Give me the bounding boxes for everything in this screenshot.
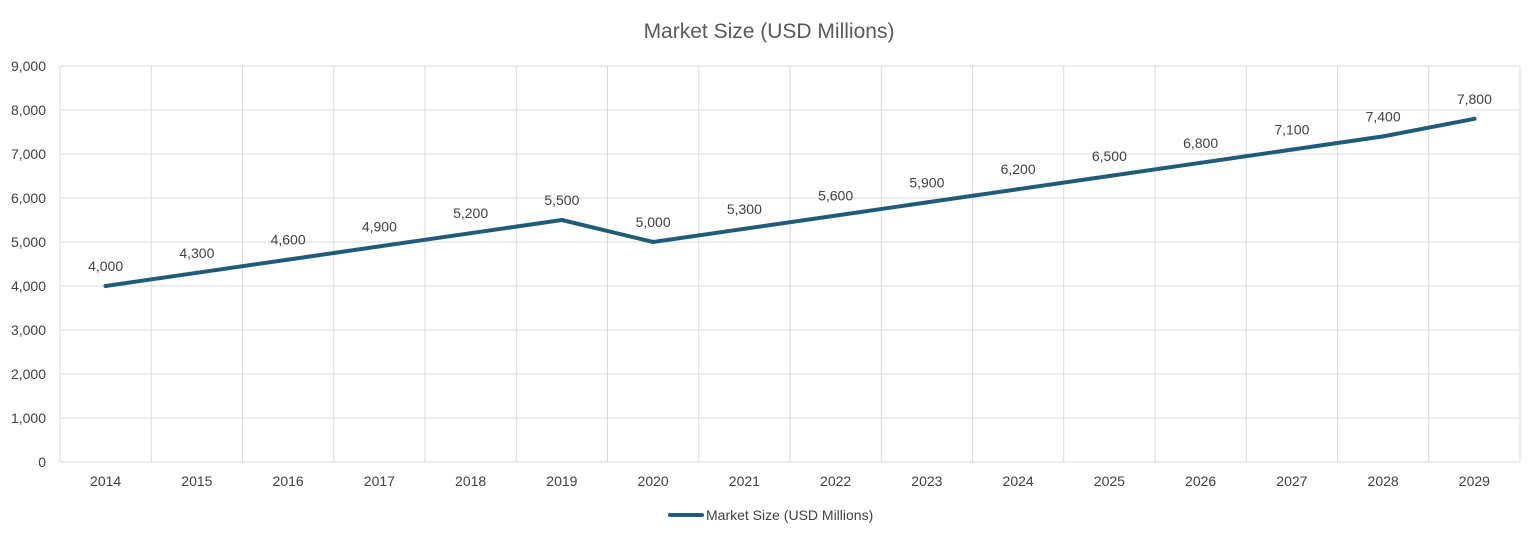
x-tick-label: 2027: [1276, 473, 1307, 489]
x-axis: 2014 2015 2016 2017 2018 2019 2020 2021 2022 2023…: [90, 473, 1490, 489]
legend-item[interactable]: Market Size (USD Millions): [668, 507, 873, 523]
data-label: 5,500: [544, 192, 579, 208]
data-label: 5,200: [453, 205, 488, 221]
y-tick-label: 7,000: [11, 146, 46, 162]
x-tick-label: 2025: [1094, 473, 1125, 489]
legend-label: Market Size (USD Millions): [706, 507, 873, 523]
x-tick-label: 2016: [273, 473, 304, 489]
y-axis: 0 1,000 2,000 3,000 4,000 5,000 6,000 7,000 8,00…: [11, 58, 46, 470]
data-label: 4,900: [362, 218, 397, 234]
data-label: 4,000: [88, 258, 123, 274]
y-tick-label: 0: [38, 454, 46, 470]
x-tick-label: 2029: [1459, 473, 1490, 489]
y-tick-label: 6,000: [11, 190, 46, 206]
data-point[interactable]: [742, 226, 747, 231]
series-line[interactable]: [103, 116, 1477, 288]
x-tick-label: 2024: [1003, 473, 1034, 489]
chart-title: Market Size (USD Millions): [644, 20, 895, 43]
data-point[interactable]: [194, 270, 199, 275]
data-point[interactable]: [1289, 147, 1294, 152]
data-label: 7,800: [1457, 91, 1492, 107]
y-tick-label: 1,000: [11, 410, 46, 426]
x-tick-label: 2022: [820, 473, 851, 489]
data-point[interactable]: [924, 200, 929, 205]
data-point[interactable]: [286, 257, 291, 262]
data-point[interactable]: [1198, 160, 1203, 165]
x-tick-label: 2028: [1368, 473, 1399, 489]
gridlines: [59, 65, 1521, 463]
x-tick-label: 2014: [90, 473, 121, 489]
y-tick-label: 4,000: [11, 278, 46, 294]
x-tick-label: 2026: [1185, 473, 1216, 489]
y-tick-label: 3,000: [11, 322, 46, 338]
data-point[interactable]: [468, 231, 473, 236]
y-tick-label: 8,000: [11, 102, 46, 118]
x-tick-label: 2021: [729, 473, 760, 489]
y-tick-label: 2,000: [11, 366, 46, 382]
x-tick-label: 2017: [364, 473, 395, 489]
data-label: 6,200: [1001, 161, 1036, 177]
data-label: 5,000: [636, 214, 671, 230]
data-point[interactable]: [1472, 116, 1477, 121]
x-tick-label: 2023: [911, 473, 942, 489]
x-tick-label: 2018: [455, 473, 486, 489]
x-tick-label: 2015: [181, 473, 212, 489]
data-label: 4,300: [179, 245, 214, 261]
data-labels: 4,000 4,300 4,600 4,900 5,200 5,500 5,000 5,300…: [88, 91, 1492, 274]
data-label: 5,900: [909, 174, 944, 190]
data-point[interactable]: [559, 218, 564, 222]
data-label: 6,800: [1183, 135, 1218, 151]
data-label: 6,500: [1092, 148, 1127, 164]
data-point[interactable]: [1381, 134, 1386, 139]
data-point[interactable]: [833, 213, 838, 218]
data-label: 7,400: [1366, 108, 1401, 124]
data-point[interactable]: [377, 244, 382, 249]
data-label: 5,300: [727, 201, 762, 217]
data-point[interactable]: [1016, 187, 1021, 192]
data-label: 5,600: [818, 188, 853, 204]
x-tick-label: 2020: [638, 473, 669, 489]
y-tick-label: 5,000: [11, 234, 46, 250]
data-point[interactable]: [651, 240, 656, 244]
data-point[interactable]: [1107, 174, 1112, 178]
data-label: 4,600: [271, 232, 306, 248]
x-tick-label: 2019: [546, 473, 577, 489]
legend[interactable]: Market Size (USD Millions): [668, 507, 873, 523]
y-tick-label: 9,000: [11, 58, 46, 74]
series-group: [103, 116, 1477, 288]
data-point[interactable]: [103, 284, 108, 288]
data-label: 7,100: [1274, 122, 1309, 138]
